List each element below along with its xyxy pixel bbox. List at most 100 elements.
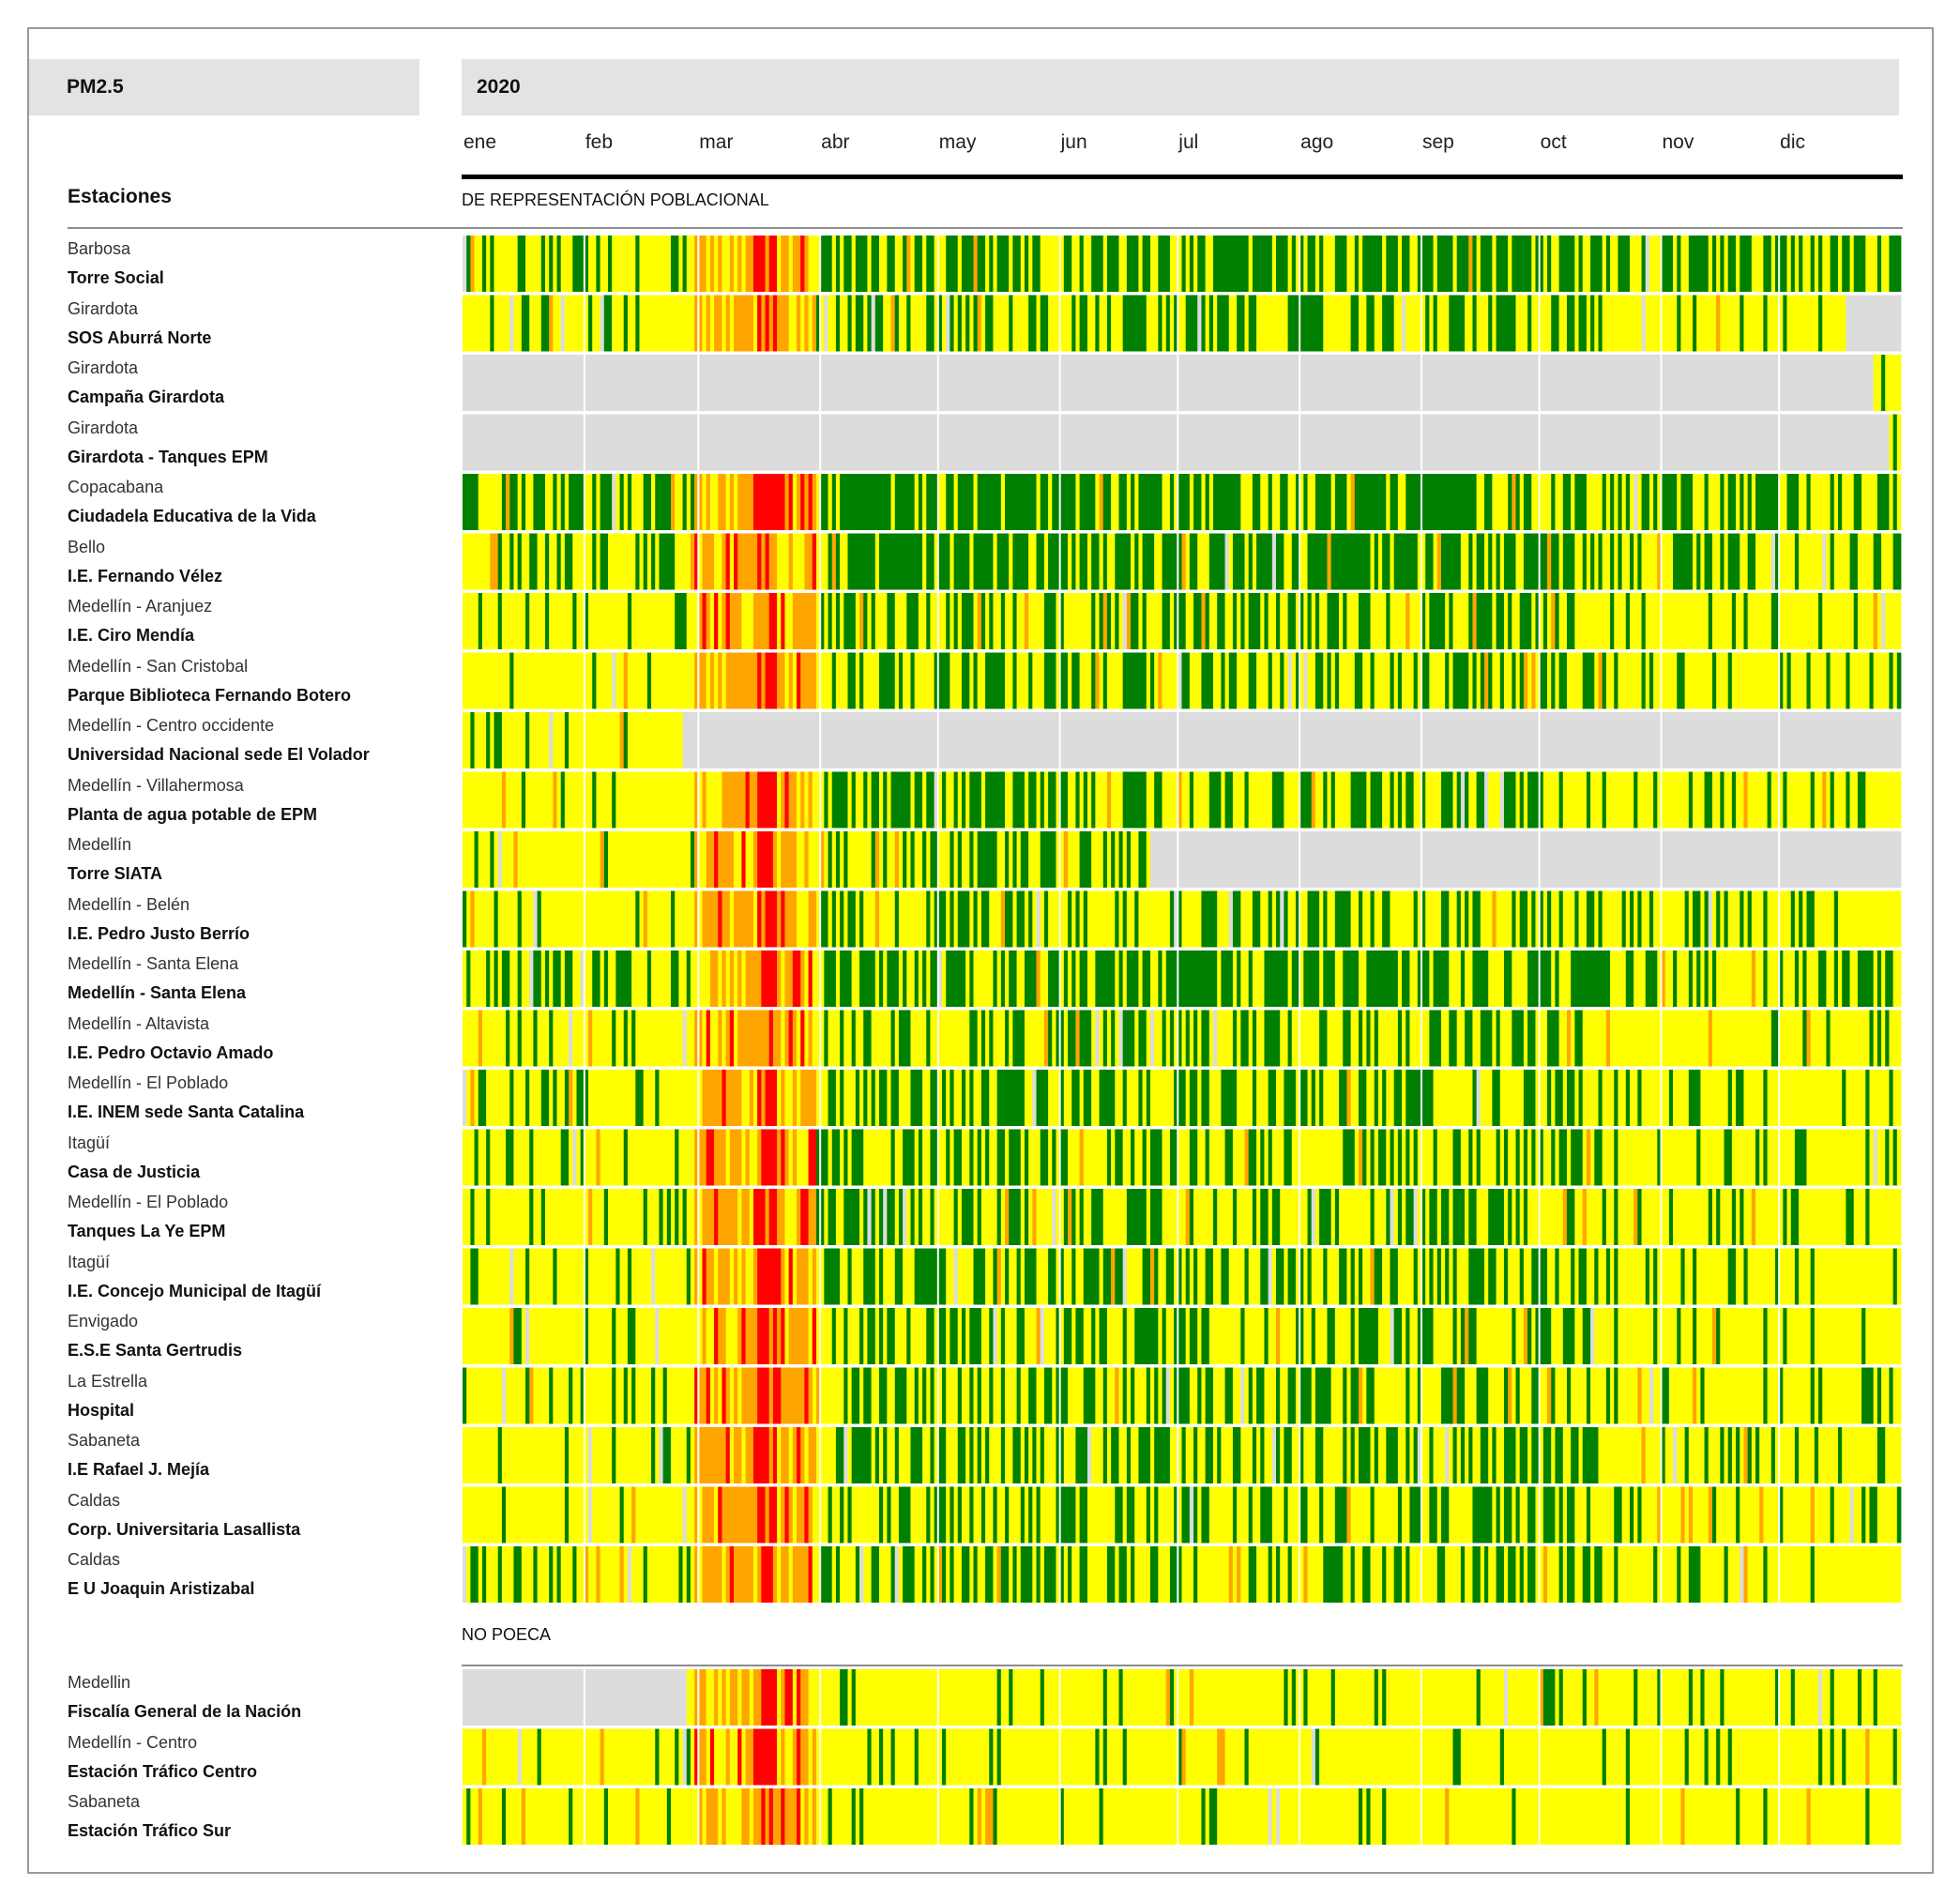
heatmap-cell — [1268, 593, 1277, 649]
heatmap-cell — [926, 236, 935, 292]
station-name: Fiscalía General de la Nación — [68, 1702, 302, 1721]
month-separator — [1299, 355, 1301, 411]
heatmap-cell — [540, 236, 546, 292]
heatmap-cell — [497, 1427, 503, 1483]
heatmap-cell — [588, 593, 629, 649]
month-separator — [1058, 593, 1061, 649]
heatmap-cell — [1146, 1129, 1151, 1186]
month-separator — [1660, 652, 1663, 709]
heatmap-cell — [792, 1248, 798, 1305]
heatmap-cell — [1779, 652, 1784, 709]
heatmap-cell — [706, 1728, 711, 1786]
heatmap-cell — [694, 1669, 707, 1726]
heatmap-cell — [1256, 1129, 1261, 1186]
heatmap-cell — [1716, 652, 1729, 709]
heatmap-cell — [957, 1427, 966, 1483]
heatmap-cell — [1716, 1189, 1721, 1245]
heatmap-cell — [1508, 1367, 1512, 1424]
month-separator — [583, 414, 585, 471]
heatmap-cell — [572, 533, 593, 590]
heatmap-cell — [1476, 236, 1481, 292]
heatmap-cell — [980, 1427, 986, 1483]
month-separator — [1177, 1248, 1179, 1305]
heatmap-cell — [1106, 652, 1124, 709]
heatmap-cell — [463, 236, 467, 292]
heatmap-cell — [804, 831, 809, 888]
heatmap-cell — [1086, 1546, 1108, 1603]
heatmap-cell — [843, 1486, 848, 1544]
heatmap-cell — [544, 593, 550, 649]
heatmap-cell — [918, 1129, 923, 1186]
month-label-sep: sep — [1422, 131, 1454, 153]
heatmap-cell — [1217, 1728, 1225, 1786]
heatmap-cell — [1280, 474, 1288, 530]
heatmap-cell — [1142, 236, 1151, 292]
heatmap-cell — [1492, 1070, 1501, 1126]
heatmap-cell — [1016, 1248, 1022, 1305]
heatmap-cell — [863, 1070, 868, 1126]
month-separator — [583, 1010, 585, 1067]
heatmap-cell — [898, 1486, 911, 1544]
heatmap-cell — [1287, 890, 1297, 948]
heatmap-cell — [1311, 1308, 1316, 1364]
heatmap-cell — [800, 652, 817, 709]
heatmap-cell — [1106, 533, 1116, 590]
heatmap-cell — [463, 593, 479, 649]
heatmap-cell — [1409, 1546, 1438, 1603]
heatmap-cell — [722, 1486, 758, 1544]
heatmap-cell — [1496, 593, 1505, 649]
month-separator — [1058, 1728, 1061, 1786]
heatmap-cell — [517, 1010, 523, 1067]
heatmap-cell — [517, 533, 523, 590]
heatmap-cell — [694, 652, 707, 709]
heatmap-cell — [1696, 1367, 1701, 1424]
heatmap-cell — [1397, 950, 1403, 1007]
heatmap-cell — [840, 236, 844, 292]
heatmap-cell — [635, 1486, 683, 1544]
heatmap-cell — [1727, 652, 1733, 709]
heatmap-cell — [1833, 1486, 1850, 1544]
heatmap-cell — [985, 652, 1006, 709]
month-separator — [936, 1486, 939, 1544]
heatmap-cell — [627, 1308, 636, 1364]
heatmap-cell — [1252, 474, 1261, 530]
heatmap-cell — [1020, 1367, 1029, 1424]
heatmap-cell — [926, 831, 931, 888]
heatmap-cell — [675, 593, 688, 649]
heatmap-cell — [1865, 1728, 1870, 1786]
heatmap-cell — [1433, 236, 1438, 292]
heatmap-cell — [694, 1129, 707, 1186]
heatmap-cell — [1700, 1367, 1705, 1424]
heatmap-cell — [757, 831, 774, 888]
heatmap-cell — [1661, 1427, 1666, 1483]
month-separator — [1778, 1788, 1781, 1845]
heatmap-cell — [914, 831, 923, 888]
heatmap-cell — [953, 1129, 963, 1186]
heatmap-cell — [1465, 1189, 1469, 1245]
heatmap-cell — [714, 593, 719, 649]
heatmap-cell — [926, 771, 935, 829]
heatmap-cell — [1472, 1546, 1481, 1603]
heatmap-cell — [722, 295, 727, 352]
heatmap-cell — [1016, 652, 1029, 709]
heatmap-cell — [1005, 1189, 1010, 1245]
heatmap-cell — [878, 831, 884, 888]
heatmap-cell — [1083, 1189, 1092, 1245]
heatmap-cell — [1472, 950, 1489, 1007]
month-separator — [1299, 414, 1301, 471]
heatmap-cell — [737, 1669, 742, 1726]
heatmap-cell — [784, 1788, 798, 1845]
heatmap-cell — [540, 890, 636, 948]
heatmap-cell — [961, 652, 970, 709]
heatmap-cell — [828, 1070, 837, 1126]
heatmap-cell — [1311, 1070, 1316, 1126]
heatmap-cell — [1256, 1367, 1265, 1424]
heatmap-cell — [1115, 593, 1119, 649]
heatmap-cell — [1201, 1486, 1210, 1544]
heatmap-cell — [1079, 1546, 1088, 1603]
heatmap-cell — [781, 950, 785, 1007]
station-municipality: Medellín - Altavista — [68, 1013, 210, 1033]
heatmap-cell — [1334, 1308, 1351, 1364]
heatmap-cell — [1311, 1248, 1324, 1305]
section-label-poblacional: DE REPRESENTACIÓN POBLACIONAL — [462, 190, 769, 209]
